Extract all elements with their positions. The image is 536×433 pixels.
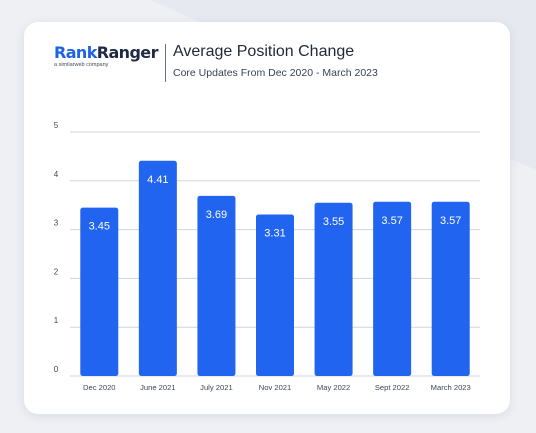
bar-may-2022 (314, 202, 353, 376)
rankranger-logo: RankRanger a similarweb company (54, 44, 164, 69)
bar-value-label: 3.69 (206, 209, 227, 221)
bar-value-label: 3.57 (381, 215, 402, 227)
bar-june-2021 (138, 160, 177, 376)
logo-rank-text: Rank (54, 43, 97, 62)
bar-march-2023 (431, 201, 470, 376)
labels: 0 1 2 3 4 5 3.45 Dec 2020 4.41 June 2021 3.69 July … (54, 121, 471, 392)
bar-value-label: 3.57 (440, 215, 461, 227)
bar-july-2021 (197, 195, 236, 376)
x-category-label: March 2023 (431, 383, 471, 392)
bar-value-label: 3.45 (89, 221, 110, 233)
chart-card: RankRanger a similarweb company Average … (24, 22, 510, 414)
header-divider (165, 44, 166, 82)
bar-chart: 0 1 2 3 4 5 3.45 Dec 2020 4.41 June 2021 3.69 July … (54, 121, 480, 392)
bar-dec-2020 (80, 207, 119, 376)
x-category-label: Nov 2021 (259, 383, 292, 392)
bar-sept-2022 (373, 201, 412, 376)
y-tick-label: 5 (54, 121, 59, 130)
logo-tagline: a similarweb company (54, 62, 109, 68)
bar-value-label: 3.31 (264, 227, 285, 239)
x-category-label: May 2022 (317, 383, 350, 392)
y-tick-label: 0 (54, 365, 59, 374)
bar-nov-2021 (256, 214, 294, 376)
x-category-label: June 2021 (140, 383, 175, 392)
x-category-label: July 2021 (200, 383, 233, 392)
bar-value-label: 3.55 (323, 216, 344, 228)
y-tick-label: 1 (54, 316, 59, 325)
logo-wordmark: RankRanger (54, 44, 164, 62)
x-category-label: Dec 2020 (83, 383, 116, 392)
y-tick-label: 3 (54, 219, 59, 228)
chart-subtitle: Core Updates From Dec 2020 - March 2023 (173, 67, 378, 79)
bars (80, 160, 470, 376)
bar-value-label: 4.41 (147, 174, 168, 186)
x-category-label: Sept 2022 (375, 383, 410, 392)
y-tick-label: 4 (54, 170, 59, 179)
chart-title: Average Position Change (173, 43, 355, 60)
y-tick-label: 2 (54, 267, 59, 276)
logo-ranger-text: Ranger (96, 43, 159, 62)
